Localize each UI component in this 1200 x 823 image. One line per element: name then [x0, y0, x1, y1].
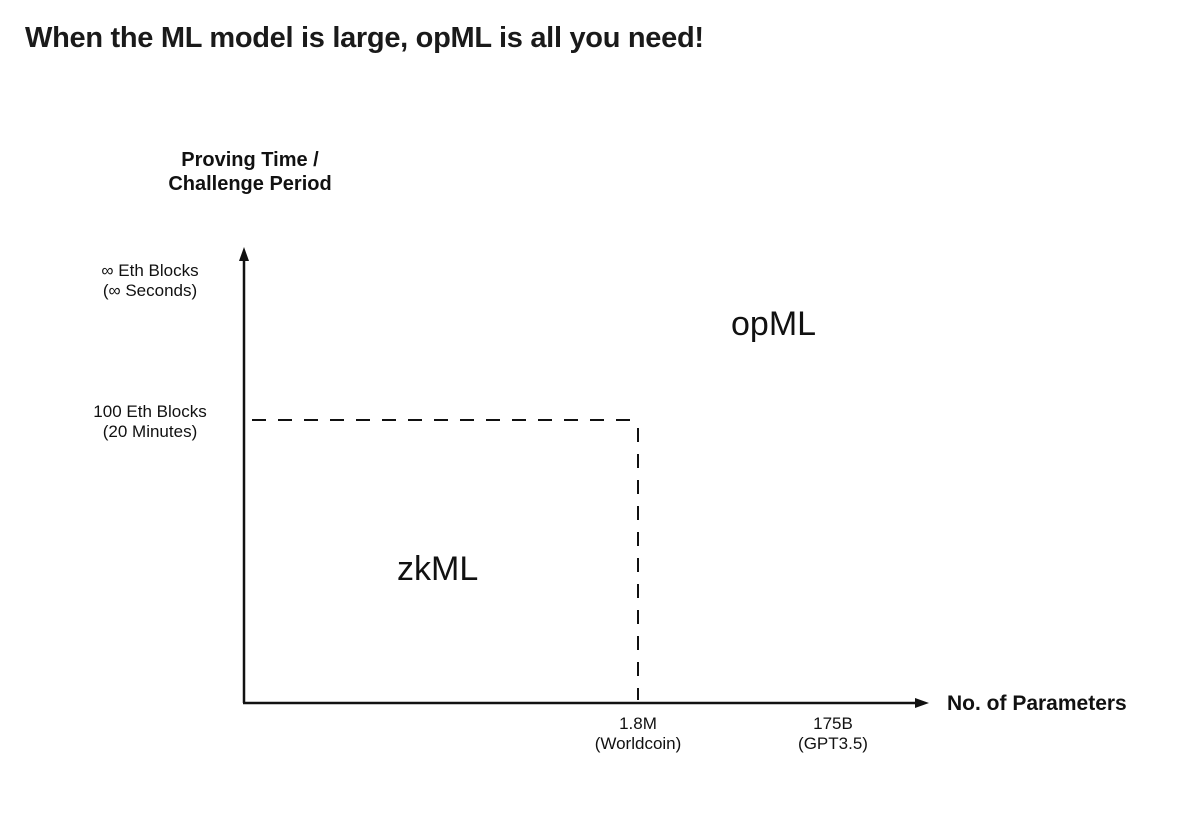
y-tick-label: ∞ Eth Blocks [101, 261, 199, 280]
x-tick-label: 1.8M [619, 714, 657, 733]
x-tick-label: 175B [813, 714, 853, 733]
x-tick-worldcoin: 1.8M (Worldcoin) [558, 714, 718, 755]
y-axis-title-line: Challenge Period [168, 173, 332, 195]
page-heading: When the ML model is large, opML is all … [25, 22, 704, 54]
y-tick-label: 100 Eth Blocks [93, 402, 207, 421]
region-label-zkml: zkML [397, 550, 479, 588]
x-tick-gpt35: 175B (GPT3.5) [753, 714, 913, 755]
x-axis-arrow [915, 698, 929, 708]
y-tick-sublabel: (∞ Seconds) [102, 281, 198, 301]
y-tick-sublabel: (20 Minutes) [102, 422, 198, 442]
x-tick-sublabel: (Worldcoin) [594, 734, 682, 754]
y-tick-infinite: ∞ Eth Blocks (∞ Seconds) [70, 261, 230, 302]
y-axis-arrow [239, 247, 249, 261]
y-axis-title-line: Proving Time / [181, 149, 319, 171]
y-axis-title: Proving Time / Challenge Period [140, 148, 360, 196]
x-tick-sublabel: (GPT3.5) [798, 734, 868, 754]
region-label-opml: opML [731, 305, 817, 343]
y-tick-100-blocks: 100 Eth Blocks (20 Minutes) [70, 402, 230, 443]
x-axis-title: No. of Parameters [947, 692, 1127, 715]
